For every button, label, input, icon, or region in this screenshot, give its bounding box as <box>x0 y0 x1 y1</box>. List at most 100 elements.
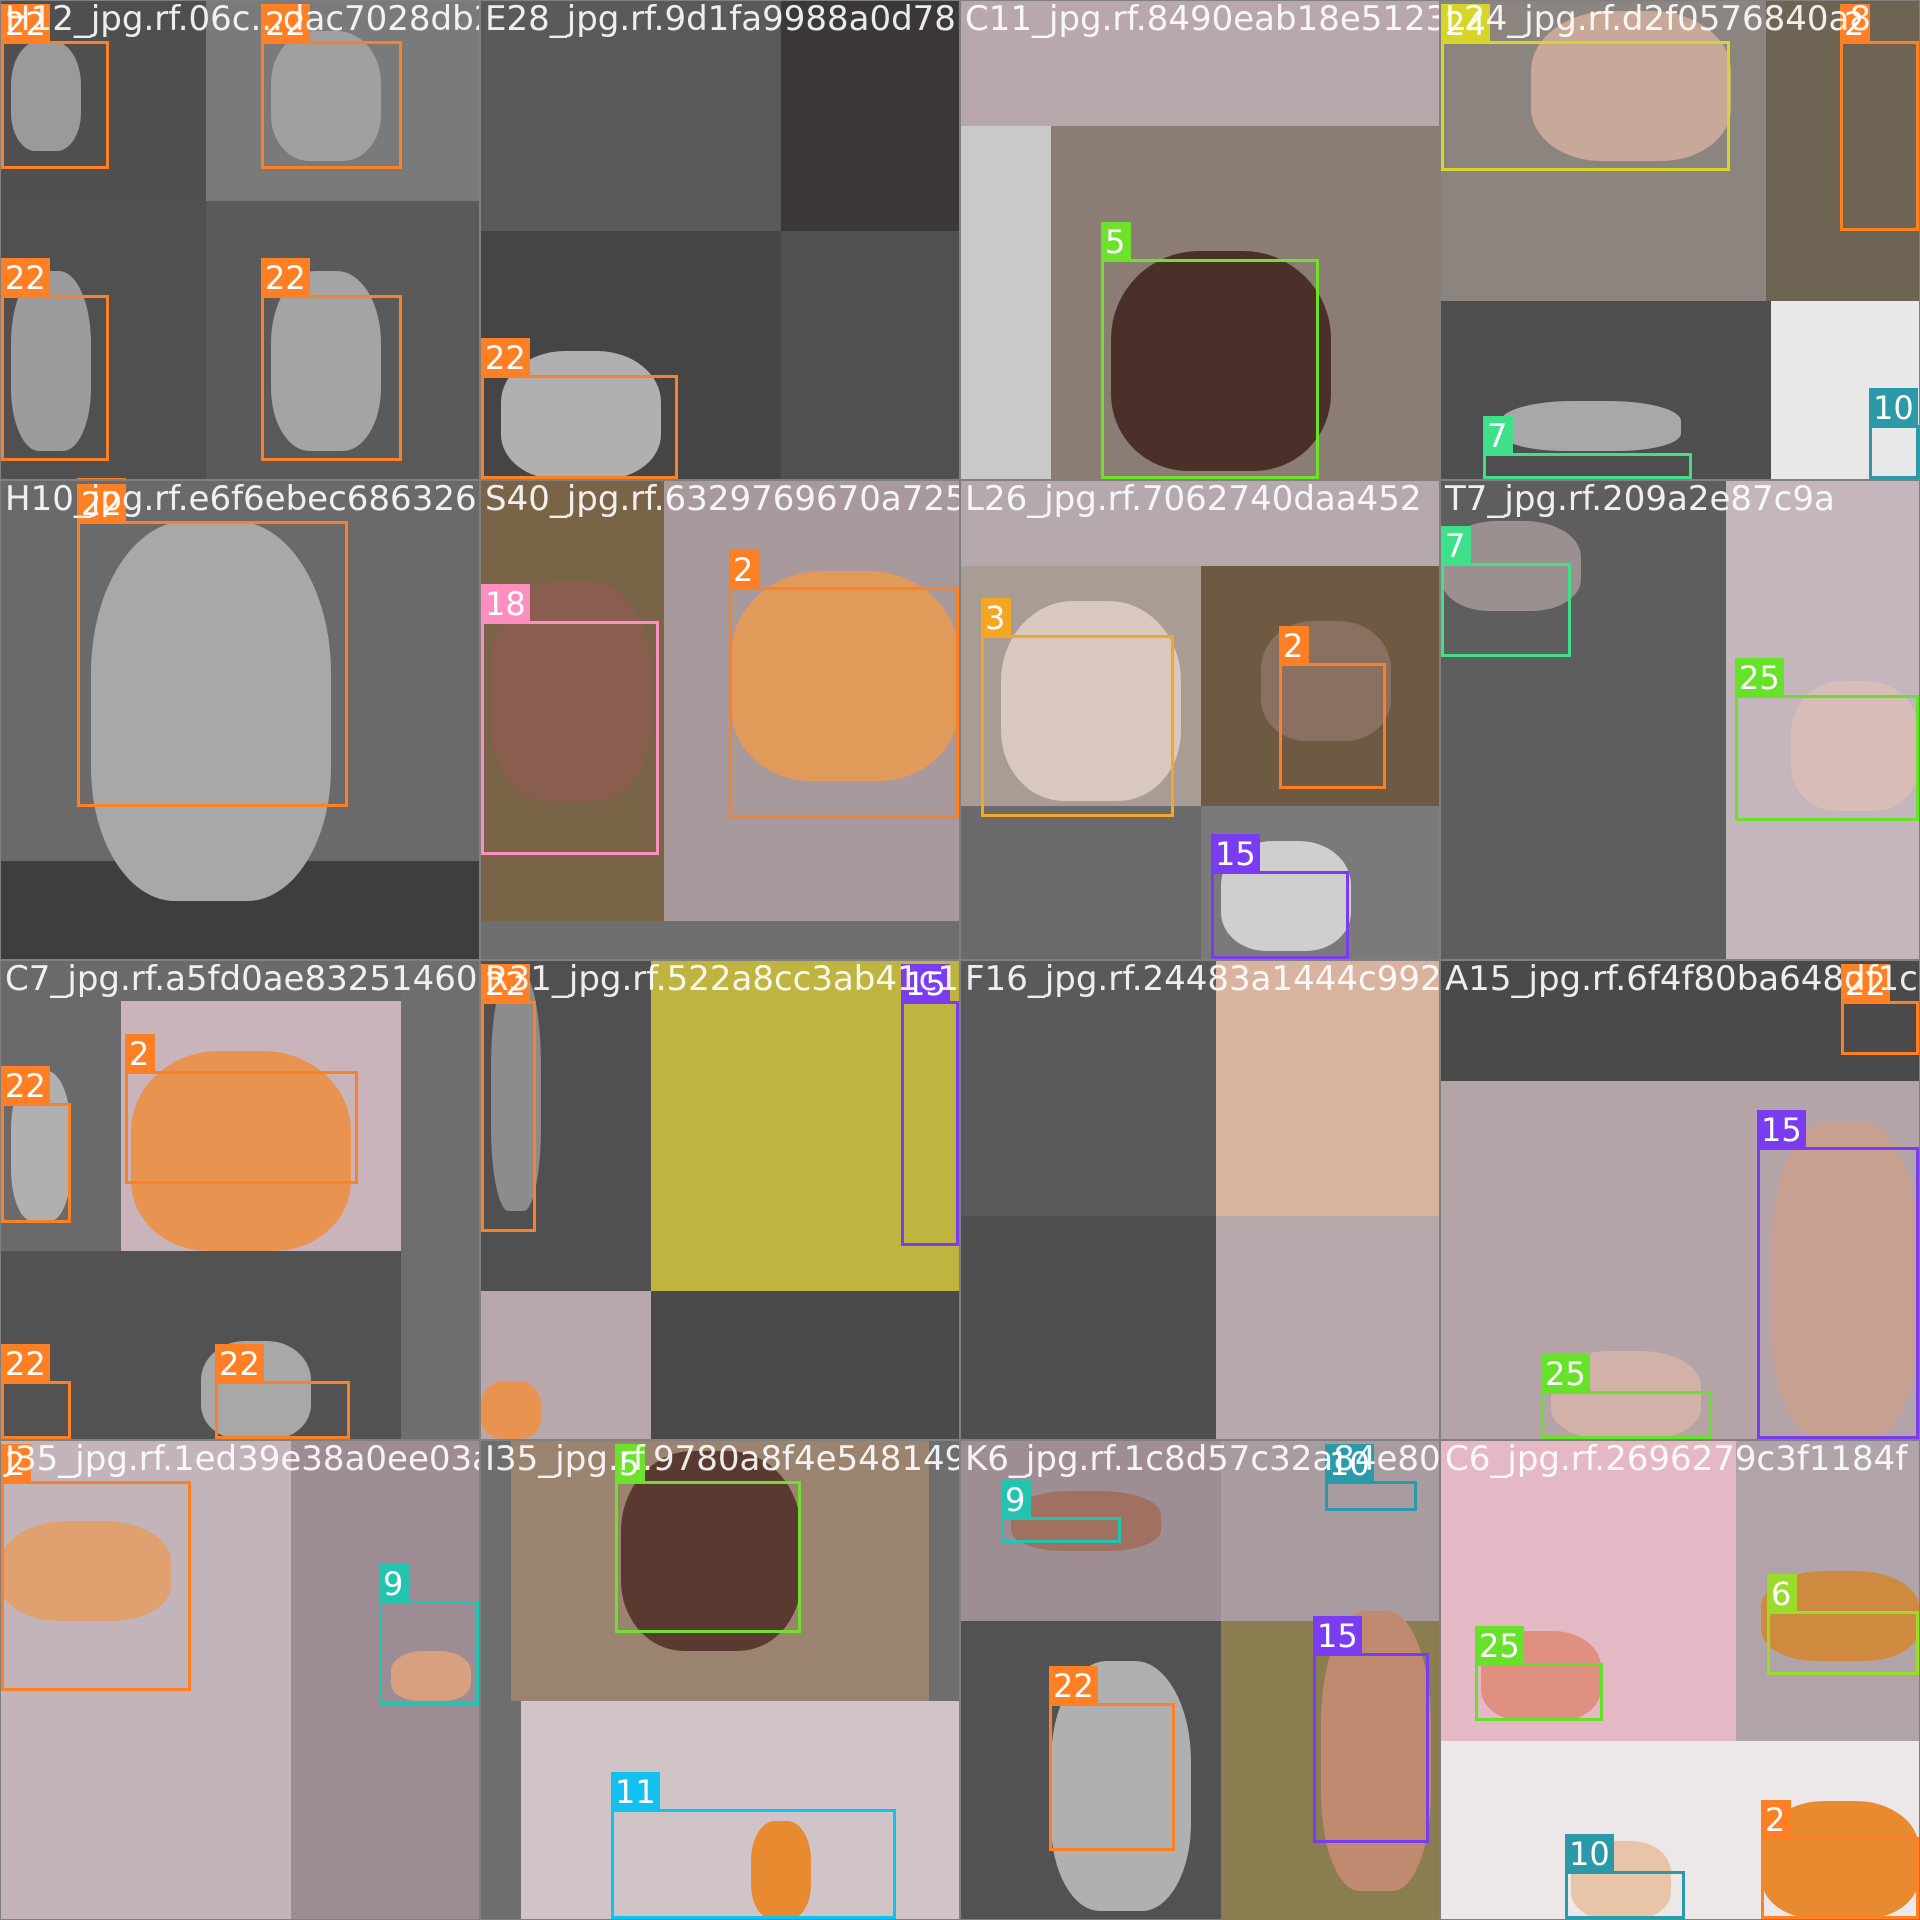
tile-caption: T7_jpg.rf.209a2e87c9a <box>1445 481 1835 519</box>
mosaic-tile: 22 E28_jpg.rf.9d1fa9988a0d78b <box>481 1 959 479</box>
bounding-box: 15 <box>901 964 959 1246</box>
bounding-box: 15 <box>1313 1616 1429 1843</box>
tile-caption: S40_jpg.rf.6329769670a7251 <box>485 481 959 519</box>
bounding-box: 25 <box>1735 658 1919 821</box>
hand-shape <box>491 971 541 1211</box>
hand-shape <box>1321 1611 1431 1891</box>
tile-caption: A15_jpg.rf.6f4f80ba648df1c <box>1445 961 1918 999</box>
class-label: 2 <box>729 550 759 590</box>
bounding-box: 9 <box>379 1564 479 1705</box>
bounding-box: 22 <box>481 338 678 479</box>
photo-patch <box>481 921 959 959</box>
bounding-box: 18 <box>481 584 659 855</box>
bounding-box: 22 <box>1841 964 1919 1055</box>
class-label: 5 <box>615 1444 645 1484</box>
class-label: 22 <box>1841 964 1890 1004</box>
photo-patch <box>1216 1216 1439 1439</box>
class-label: 2 <box>1279 626 1309 666</box>
tile-caption: K6_jpg.rf.1c8d57c32a84e80 <box>965 1441 1439 1479</box>
class-label: 15 <box>1757 1110 1806 1150</box>
hand-shape <box>1531 11 1731 161</box>
mosaic-tile: 9 10 22 15 K6_jpg.rf.1c8d57c32a84e80 <box>961 1441 1439 1919</box>
class-label: 18 <box>481 584 530 624</box>
tile-caption: F16_jpg.rf.24483a1444c992 <box>965 961 1439 999</box>
class-label: 3 <box>981 598 1011 638</box>
class-label: 11 <box>611 1772 660 1812</box>
class-label: 22 <box>481 964 530 1004</box>
mosaic-tile: 2 9 J35_jpg.rf.1ed39e38a0ee03a <box>1 1441 479 1919</box>
mosaic-tile: 18 2 S40_jpg.rf.6329769670a7251 <box>481 481 959 959</box>
bounding-box: 2 <box>1840 4 1919 231</box>
class-label: 2 <box>1 1436 31 1439</box>
hand-shape <box>481 1381 541 1439</box>
photo-patch <box>651 1291 959 1439</box>
tile-caption: C11_jpg.rf.8490eab18e5123 <box>965 1 1439 39</box>
bounding-box: 25 <box>1541 1354 1712 1439</box>
tile-caption: C6_jpg.rf.2696279c3f1184f <box>1445 1441 1908 1479</box>
hand-shape <box>131 1051 351 1251</box>
tile-caption: H12_jpg.rf.06c...dac7028db278 <box>5 1 479 39</box>
hand-shape <box>391 1651 471 1701</box>
class-label: 10 <box>1869 388 1918 428</box>
class-label: 10 <box>1325 1444 1374 1484</box>
bounding-box: 2 <box>729 550 959 818</box>
bounding-box: 10 <box>1325 1444 1417 1511</box>
mosaic-tile: 3 2 15 L26_jpg.rf.7062740daa452 <box>961 481 1439 959</box>
mosaic-tile: 22 H10_jpg.rf.e6f6ebec686326 <box>1 481 479 959</box>
photo-patch <box>781 231 959 479</box>
tile-caption: I35_jpg.rf.9780a8f4e548149 <box>485 1441 959 1479</box>
tile-caption: R31_jpg.rf.522a8cc3ab41c198 <box>485 961 959 999</box>
hand-shape <box>1 1521 171 1621</box>
class-label: 6 <box>1767 1574 1797 1614</box>
photo-patch <box>961 481 1439 566</box>
bounding-box: 9 <box>1001 1480 1121 1543</box>
hand-shape <box>271 271 381 451</box>
class-label: 2 <box>1840 4 1870 44</box>
tile-caption: L26_jpg.rf.7062740daa452 <box>965 481 1422 519</box>
bounding-box: 22 <box>261 258 402 461</box>
bounding-box: 24 <box>1441 4 1730 171</box>
bounding-box: 2 <box>1279 626 1386 789</box>
class-label: 2 <box>1 1444 31 1484</box>
mosaic-tile: 7 25 T7_jpg.rf.209a2e87c9a <box>1441 481 1919 959</box>
hand-shape <box>1771 1121 1919 1439</box>
photo-patch <box>961 1216 1216 1439</box>
class-label: 22 <box>1 1344 50 1384</box>
class-label: 5 <box>1101 222 1131 262</box>
class-label: 15 <box>901 964 950 1004</box>
hand-shape <box>271 31 381 161</box>
bounding-box: 7 <box>1483 416 1692 479</box>
class-label: 9 <box>379 1564 409 1604</box>
bounding-box: 25 <box>1475 1626 1603 1721</box>
bounding-box: 22 <box>1049 1666 1175 1851</box>
hand-shape <box>1111 251 1331 471</box>
class-label: 24 <box>1441 4 1490 44</box>
class-label: 22 <box>1 258 50 298</box>
tile-caption: L24_jpg.rf.d2f0576840a8 <box>1445 1 1871 39</box>
class-label: 15 <box>1211 834 1260 874</box>
bounding-box: 11 <box>611 1772 896 1919</box>
bounding-box: 15 <box>1757 1110 1919 1439</box>
class-label: 15 <box>1313 1616 1362 1656</box>
bounding-box: 22 <box>1 1344 71 1439</box>
class-label: 2 <box>125 1034 155 1074</box>
bounding-box: 5 <box>1101 222 1319 479</box>
bounding-box: 3 <box>981 598 1174 817</box>
hand-shape <box>1001 601 1181 801</box>
photo-patch <box>481 1 781 231</box>
hand-shape <box>11 41 81 151</box>
hand-shape <box>1501 401 1681 451</box>
mosaic-tile: 25 6 2 10 C6_jpg.rf.2696279c3f1184f <box>1441 1441 1919 1919</box>
photo-patch <box>961 806 1201 959</box>
class-label: 22 <box>1049 1666 1098 1706</box>
hand-shape <box>731 571 959 781</box>
bounding-box: 22 <box>77 484 348 807</box>
mosaic-tile: 2222222222H12_jpg.rf.06c...dac7028db278 <box>1 1 479 479</box>
bounding-box: 2 <box>1761 1800 1919 1919</box>
bounding-box: 22 <box>215 1344 350 1439</box>
class-label: 22 <box>215 1344 264 1384</box>
class-label: 22 <box>481 338 530 378</box>
bounding-box: 22 <box>1 1066 71 1223</box>
bounding-box: 2 <box>125 1034 358 1184</box>
